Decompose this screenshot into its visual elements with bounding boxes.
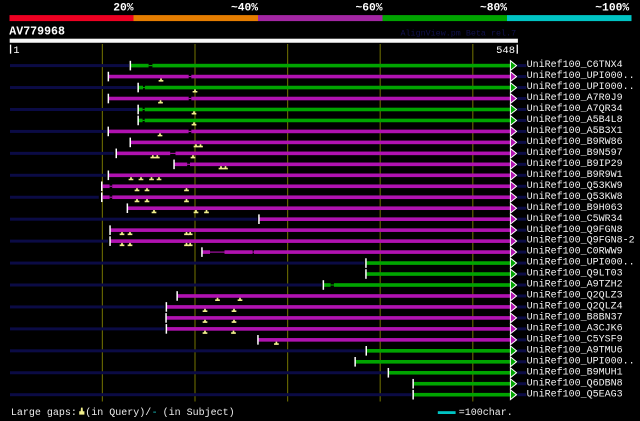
svg-text:UniRef100_Q9LT03: UniRef100_Q9LT03 <box>527 268 623 280</box>
svg-text:UniRef100_UPI000..: UniRef100_UPI000.. <box>527 70 635 82</box>
svg-text:UniRef100_UPI000..: UniRef100_UPI000.. <box>527 355 635 367</box>
svg-text:UniRef100_A9TMU6: UniRef100_A9TMU6 <box>527 344 623 356</box>
svg-text:UniRef100_B8BN37: UniRef100_B8BN37 <box>527 312 623 324</box>
svg-text:AlignView.pm Beta rel.7: AlignView.pm Beta rel.7 <box>401 28 517 38</box>
svg-text:Large gaps:: Large gaps: <box>11 408 77 419</box>
svg-text:UniRef100_Q53KW9: UniRef100_Q53KW9 <box>527 180 623 192</box>
svg-text:UniRef100_B9R9W1: UniRef100_B9R9W1 <box>527 169 623 181</box>
svg-text:~80%: ~80% <box>480 3 507 15</box>
svg-text:-: - <box>152 408 158 419</box>
svg-text:UniRef100_B9IP29: UniRef100_B9IP29 <box>527 158 623 170</box>
svg-text:UniRef100_B9RW86: UniRef100_B9RW86 <box>527 136 623 148</box>
svg-text:=100char.: =100char. <box>459 407 513 419</box>
svg-text:~40%: ~40% <box>231 3 258 15</box>
svg-text:UniRef100_Q2QLZ3: UniRef100_Q2QLZ3 <box>527 290 623 302</box>
svg-text:UniRef100_B9N597: UniRef100_B9N597 <box>527 147 623 159</box>
svg-text:UniRef100_Q53KW8: UniRef100_Q53KW8 <box>527 191 623 203</box>
svg-text:1: 1 <box>13 45 19 57</box>
svg-text:AV779968: AV779968 <box>9 26 65 39</box>
svg-text:UniRef100_A5B4L8: UniRef100_A5B4L8 <box>527 114 623 126</box>
svg-text:UniRef100_C6TNX4: UniRef100_C6TNX4 <box>527 59 623 71</box>
svg-text:~100%: ~100% <box>595 3 629 15</box>
svg-text:UniRef100_C5YSF9: UniRef100_C5YSF9 <box>527 333 623 345</box>
svg-text:UniRef100_B9MUH1: UniRef100_B9MUH1 <box>527 366 623 378</box>
svg-text:(in Subject): (in Subject) <box>163 407 235 419</box>
svg-text:UniRef100_Q9FGN8: UniRef100_Q9FGN8 <box>527 224 623 236</box>
svg-text:UniRef100_Q9FGN8-2: UniRef100_Q9FGN8-2 <box>527 235 635 247</box>
svg-text:UniRef100_Q6DBN8: UniRef100_Q6DBN8 <box>527 377 623 389</box>
svg-text:UniRef100_C5WR34: UniRef100_C5WR34 <box>527 213 623 225</box>
svg-text:UniRef100_C0RWW9: UniRef100_C0RWW9 <box>527 246 623 258</box>
svg-text:UniRef100_A7R0J9: UniRef100_A7R0J9 <box>527 92 623 104</box>
svg-text:UniRef100_Q5EAG3: UniRef100_Q5EAG3 <box>527 388 623 400</box>
svg-text:UniRef100_UPI000..: UniRef100_UPI000.. <box>527 257 635 269</box>
svg-text:548: 548 <box>496 45 515 57</box>
svg-text:UniRef100_UPI000..: UniRef100_UPI000.. <box>527 81 635 93</box>
svg-text:UniRef100_A3CJK6: UniRef100_A3CJK6 <box>527 322 623 334</box>
svg-text:UniRef100_A5B3X1: UniRef100_A5B3X1 <box>527 125 623 137</box>
svg-text:(in Query)/: (in Query)/ <box>85 407 151 419</box>
svg-text:UniRef100_A7QR34: UniRef100_A7QR34 <box>527 103 623 115</box>
svg-text:UniRef100_A9TZH2: UniRef100_A9TZH2 <box>527 279 623 291</box>
svg-text:~60%: ~60% <box>355 3 382 15</box>
svg-text:UniRef100_Q2QLZ4: UniRef100_Q2QLZ4 <box>527 301 623 313</box>
svg-text:20%: 20% <box>113 3 134 15</box>
svg-text:UniRef100_B9H063: UniRef100_B9H063 <box>527 202 623 214</box>
